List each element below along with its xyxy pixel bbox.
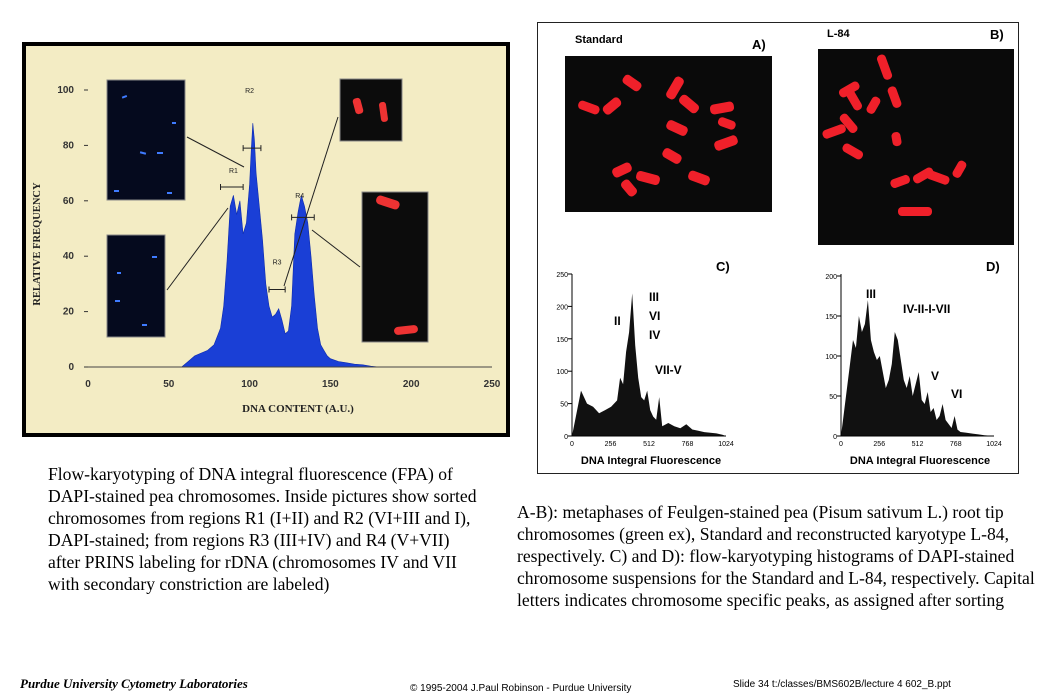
y-tick-label: 0: [68, 362, 74, 373]
y-tick-label: 150: [556, 337, 568, 344]
inset-r4-prins: [361, 191, 429, 343]
left-figure-caption: Flow-karyotyping of DNA integral fluores…: [48, 464, 477, 594]
panel-b-title: L-84: [827, 28, 851, 40]
x-tick-label: 50: [163, 379, 175, 390]
y-tick-label: 200: [556, 304, 568, 311]
y-tick-label: 20: [63, 307, 75, 318]
region-label: R4: [295, 193, 304, 200]
x-tick-label: 1024: [986, 441, 1002, 448]
footer-lab-name: Purdue University Cytometry Laboratories: [20, 676, 248, 691]
inset-r3-prins: [339, 78, 403, 142]
panel-c-histogram-area: [572, 293, 726, 436]
x-tick-label: 0: [839, 441, 843, 448]
x-tick-label: 150: [322, 379, 339, 390]
x-tick-label: 0: [85, 379, 91, 390]
y-tick-label: 50: [560, 402, 568, 409]
x-tick-label: 200: [403, 379, 420, 390]
footer-slide-info: Slide 34 t:/classes/BMS602B/lecture 4 60…: [733, 679, 951, 690]
y-tick-label: 50: [829, 394, 837, 401]
inset-r1-dapi: [106, 79, 186, 201]
panel-c-peak-label: IV: [649, 328, 660, 342]
region-label: R1: [229, 168, 238, 175]
inset-r2-dapi: [106, 234, 166, 338]
y-tick-label: 60: [63, 196, 75, 207]
panel-d-peak-label: III: [866, 287, 876, 301]
inset-leader-line: [186, 136, 245, 168]
x-tick-label: 512: [912, 441, 924, 448]
karyotype-comparison-panels: Standard A) L-84 B): [556, 27, 1014, 467]
footer-copyright: © 1995-2004 J.Paul Robinson - Purdue Uni…: [410, 683, 632, 694]
panel-c-letter: C): [716, 259, 730, 274]
panel-c-peak-label: VII-V: [655, 363, 682, 377]
region-label: R3: [273, 260, 282, 267]
inset-leader-line: [283, 116, 339, 287]
region-bracket: [242, 145, 262, 152]
panel-d-letter: D): [986, 259, 1000, 274]
flow-karyotype-figure: 0 50 100 150 200 250 0 20 40 60 80 100: [22, 42, 510, 437]
panel-c-standard-histogram: C) 0 256 512 768 1024 0 50 100 150 200 250 DNA Int…: [556, 259, 734, 467]
dna-content-histogram-area: [180, 123, 379, 368]
panel-c-peak-label: II: [614, 314, 621, 328]
x-tick-label: 256: [873, 441, 885, 448]
x-tick-label: 512: [643, 441, 655, 448]
y-tick-label: 100: [556, 369, 568, 376]
region-label: R2: [245, 88, 254, 95]
panel-d-x-axis-label: DNA Integral Fluorescence: [850, 455, 990, 467]
panel-a-standard-metaphase: Standard A): [565, 34, 772, 212]
panel-d-peak-label: VI: [951, 387, 962, 401]
x-tick-label: 250: [484, 379, 501, 390]
x-tick-label: 0: [570, 441, 574, 448]
y-tick-label: 100: [57, 85, 74, 96]
x-tick-label: 1024: [718, 441, 734, 448]
y-tick-label: 250: [556, 272, 568, 279]
flow-karyotype-chart: 0 50 100 150 200 250 0 20 40 60 80 100: [26, 46, 506, 433]
x-tick-label: 100: [241, 379, 258, 390]
x-tick-label: 256: [605, 441, 617, 448]
panel-c-peak-label: VI: [649, 309, 660, 323]
plot-paper: [26, 46, 506, 433]
x-tick-label: 768: [682, 441, 694, 448]
panel-c-peak-label: III: [649, 290, 659, 304]
panel-a-letter: A): [752, 37, 766, 52]
y-tick-label: 150: [825, 314, 837, 321]
y-tick-label: 100: [825, 354, 837, 361]
x-tick-label: 768: [950, 441, 962, 448]
panel-c-x-axis-label: DNA Integral Fluorescence: [581, 455, 721, 467]
y-tick-label: 40: [63, 251, 75, 262]
x-axis-label: DNA CONTENT (A.U.): [242, 403, 354, 415]
panel-b-l84-metaphase: L-84 B): [818, 27, 1014, 245]
karyotype-comparison-figure: Standard A) L-84 B): [537, 22, 1019, 474]
inset-leader-line: [166, 207, 229, 291]
y-tick-label: 200: [825, 274, 837, 281]
panel-b-letter: B): [990, 27, 1004, 42]
region-bracket: [220, 183, 244, 190]
y-tick-label: 80: [63, 140, 75, 151]
panel-d-peak-label: IV-II-I-VII: [903, 302, 950, 316]
region-bracket: [268, 286, 286, 293]
panel-d-peak-label: V: [931, 369, 939, 383]
panel-d-l84-histogram: D) 0 256 512 768 1024 0 50 100 150 200 DNA Integr…: [825, 259, 1002, 467]
y-axis-label: RELATIVE FREQUENCY: [32, 182, 43, 306]
y-tick-label: 0: [564, 434, 568, 441]
panel-a-title: Standard: [575, 34, 623, 46]
panel-d-histogram-area: [841, 300, 994, 436]
right-figure-caption: A-B): metaphases of Feulgen-stained pea …: [517, 502, 1035, 610]
y-tick-label: 0: [833, 434, 837, 441]
region-bracket: [291, 214, 315, 221]
inset-leader-line: [311, 229, 361, 268]
